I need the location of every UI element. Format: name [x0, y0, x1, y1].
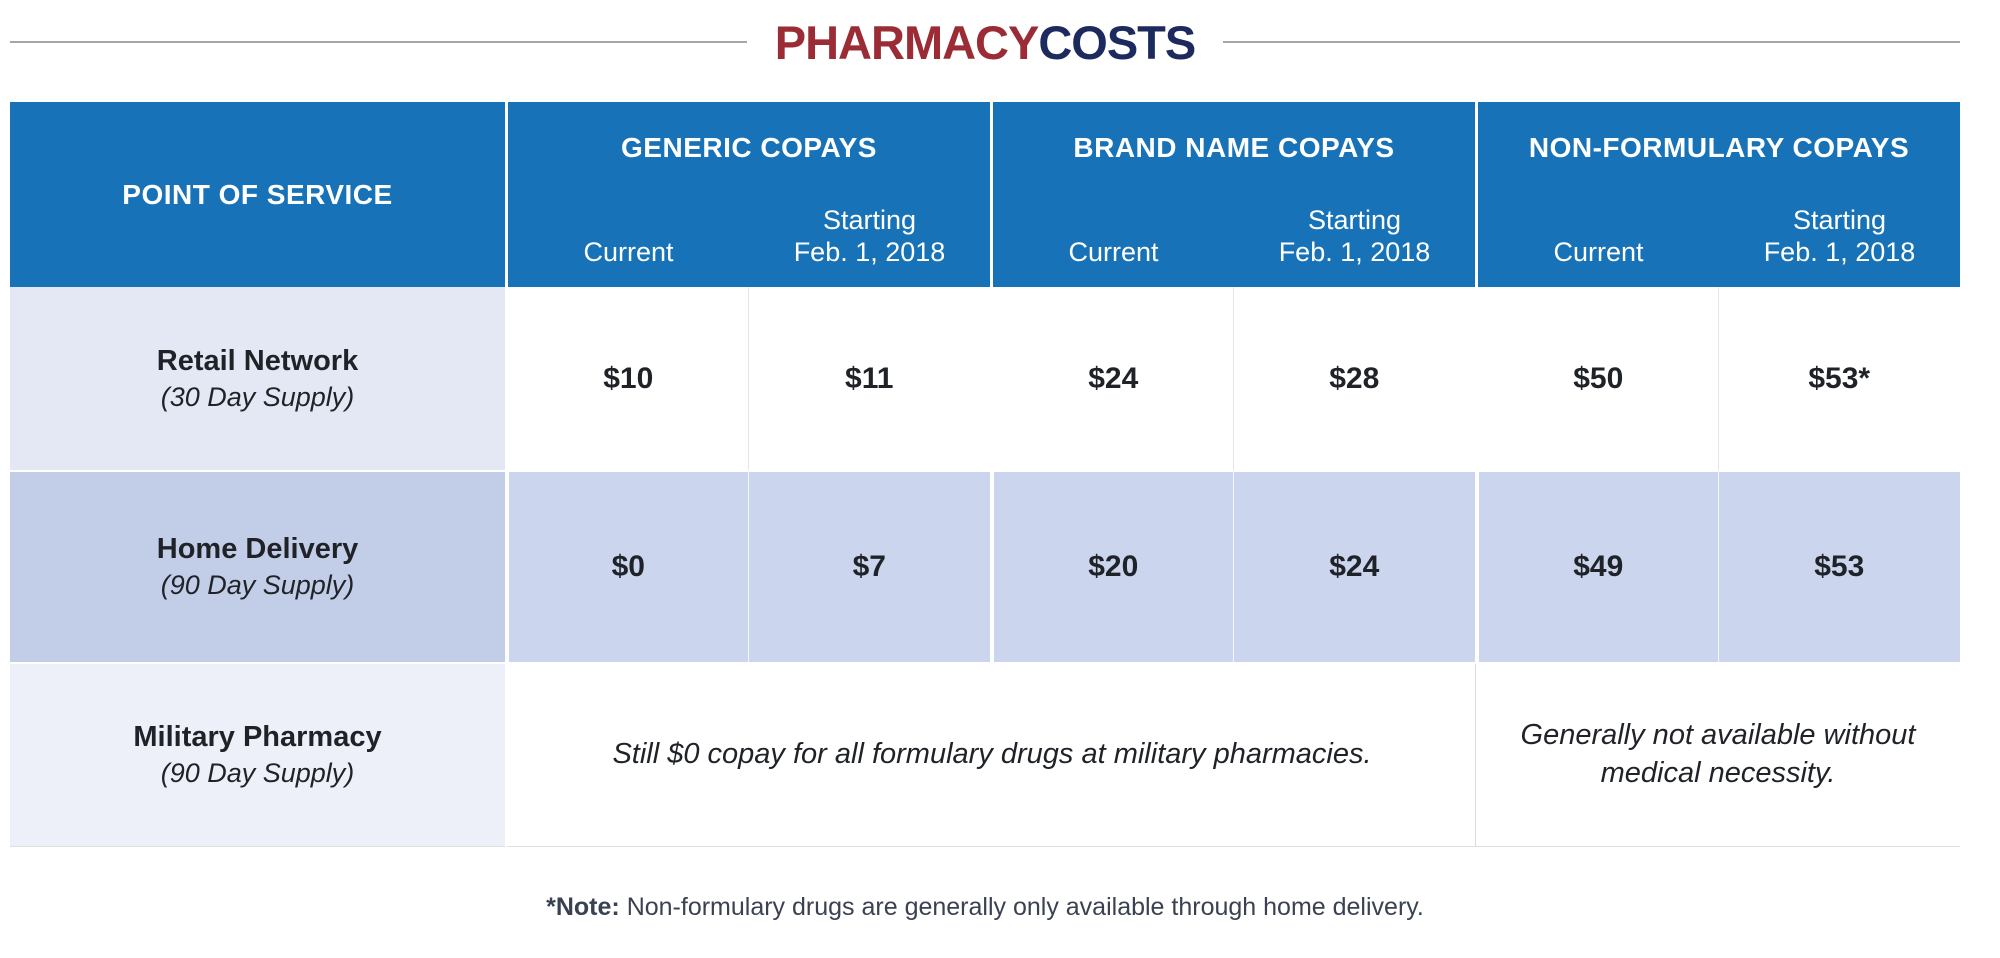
table-row-military-pharmacy: Military Pharmacy (90 Day Supply) Still …	[10, 662, 1960, 847]
column-header-point-of-service: POINT OF SERVICE	[10, 102, 505, 287]
value-brand-current: $24	[990, 287, 1233, 470]
sub-header-starting-line2: Feb. 1, 2018	[1763, 237, 1916, 268]
sub-header-starting-line2: Feb. 1, 2018	[793, 237, 946, 268]
table-header-row: POINT OF SERVICE GENERIC COPAYS Current …	[10, 102, 1960, 287]
costs-table: POINT OF SERVICE GENERIC COPAYS Current …	[10, 102, 1960, 847]
title-rule-right	[1223, 41, 1961, 43]
sub-header-row: Current Starting Feb. 1, 2018	[1478, 164, 1960, 287]
footnote-text: Non-formulary drugs are generally only a…	[626, 893, 1424, 921]
row-label-home-delivery: Home Delivery (90 Day Supply)	[10, 472, 505, 662]
sub-header-row: Current Starting Feb. 1, 2018	[508, 164, 990, 287]
page-title: PHARMACYCOSTS	[774, 15, 1196, 69]
value-generic-current: $10	[505, 287, 748, 470]
value-generic-current: $0	[505, 472, 748, 662]
sub-header-starting-line1: Starting	[822, 205, 917, 236]
title-word-costs: COSTS	[1038, 15, 1196, 69]
sub-header-row: Current Starting Feb. 1, 2018	[993, 164, 1475, 287]
value-generic-starting: $11	[747, 287, 990, 470]
value-nonformulary-current: $49	[1475, 472, 1718, 662]
title-rule-left	[10, 41, 747, 43]
note-formulary-military: Still $0 copay for all formulary drugs a…	[505, 664, 1475, 847]
column-header-non-formulary-copays: NON-FORMULARY COPAYS Current Starting Fe…	[1475, 102, 1960, 287]
value-nonformulary-current: $50	[1475, 287, 1718, 470]
note-nonformulary-military: Generally not available without medical …	[1475, 664, 1960, 847]
sub-header-current: Current	[1553, 237, 1644, 268]
footnote: *Note: Non-formulary drugs are generally…	[10, 893, 1960, 922]
sub-header-starting: Starting Feb. 1, 2018	[1234, 205, 1475, 269]
sub-header-starting: Starting Feb. 1, 2018	[749, 205, 990, 269]
title-row: PHARMACYCOSTS	[10, 12, 1961, 72]
table-row-retail-network: Retail Network (30 Day Supply) $10 $11 $…	[10, 287, 1960, 470]
section-title: BRAND NAME COPAYS	[1073, 132, 1395, 163]
sub-header-current: Current	[583, 237, 674, 268]
row-name: Retail Network	[156, 344, 359, 377]
row-label-military-pharmacy: Military Pharmacy (90 Day Supply)	[10, 664, 505, 847]
row-name: Home Delivery	[156, 533, 359, 565]
sub-header-starting-line2: Feb. 1, 2018	[1278, 237, 1431, 268]
row-label-retail-network: Retail Network (30 Day Supply)	[10, 287, 505, 470]
value-brand-current: $20	[990, 472, 1233, 662]
footnote-label: *Note:	[546, 893, 620, 921]
value-generic-starting: $7	[747, 472, 990, 662]
row-supply: (30 Day Supply)	[160, 381, 355, 412]
row-supply: (90 Day Supply)	[160, 570, 355, 600]
column-header-brand-name-copays: BRAND NAME COPAYS Current Starting Feb. …	[990, 102, 1475, 287]
value-brand-starting: $28	[1232, 287, 1475, 470]
value-nonformulary-starting: $53*	[1717, 287, 1960, 470]
column-header-generic-copays: GENERIC COPAYS Current Starting Feb. 1, …	[505, 102, 990, 287]
row-name: Military Pharmacy	[133, 721, 382, 753]
table-row-home-delivery: Home Delivery (90 Day Supply) $0 $7 $20 …	[10, 470, 1960, 662]
sub-header-starting: Starting Feb. 1, 2018	[1719, 205, 1960, 269]
sub-header-current: Current	[1068, 237, 1159, 268]
title-word-pharmacy: PHARMACY	[774, 15, 1040, 69]
sub-header-starting-line1: Starting	[1307, 205, 1402, 236]
value-nonformulary-starting: $53	[1717, 472, 1960, 662]
row-supply: (90 Day Supply)	[160, 758, 355, 788]
value-brand-starting: $24	[1232, 472, 1475, 662]
section-title: GENERIC COPAYS	[621, 132, 877, 163]
section-title: NON-FORMULARY COPAYS	[1528, 132, 1910, 163]
sub-header-starting-line1: Starting	[1792, 205, 1887, 236]
